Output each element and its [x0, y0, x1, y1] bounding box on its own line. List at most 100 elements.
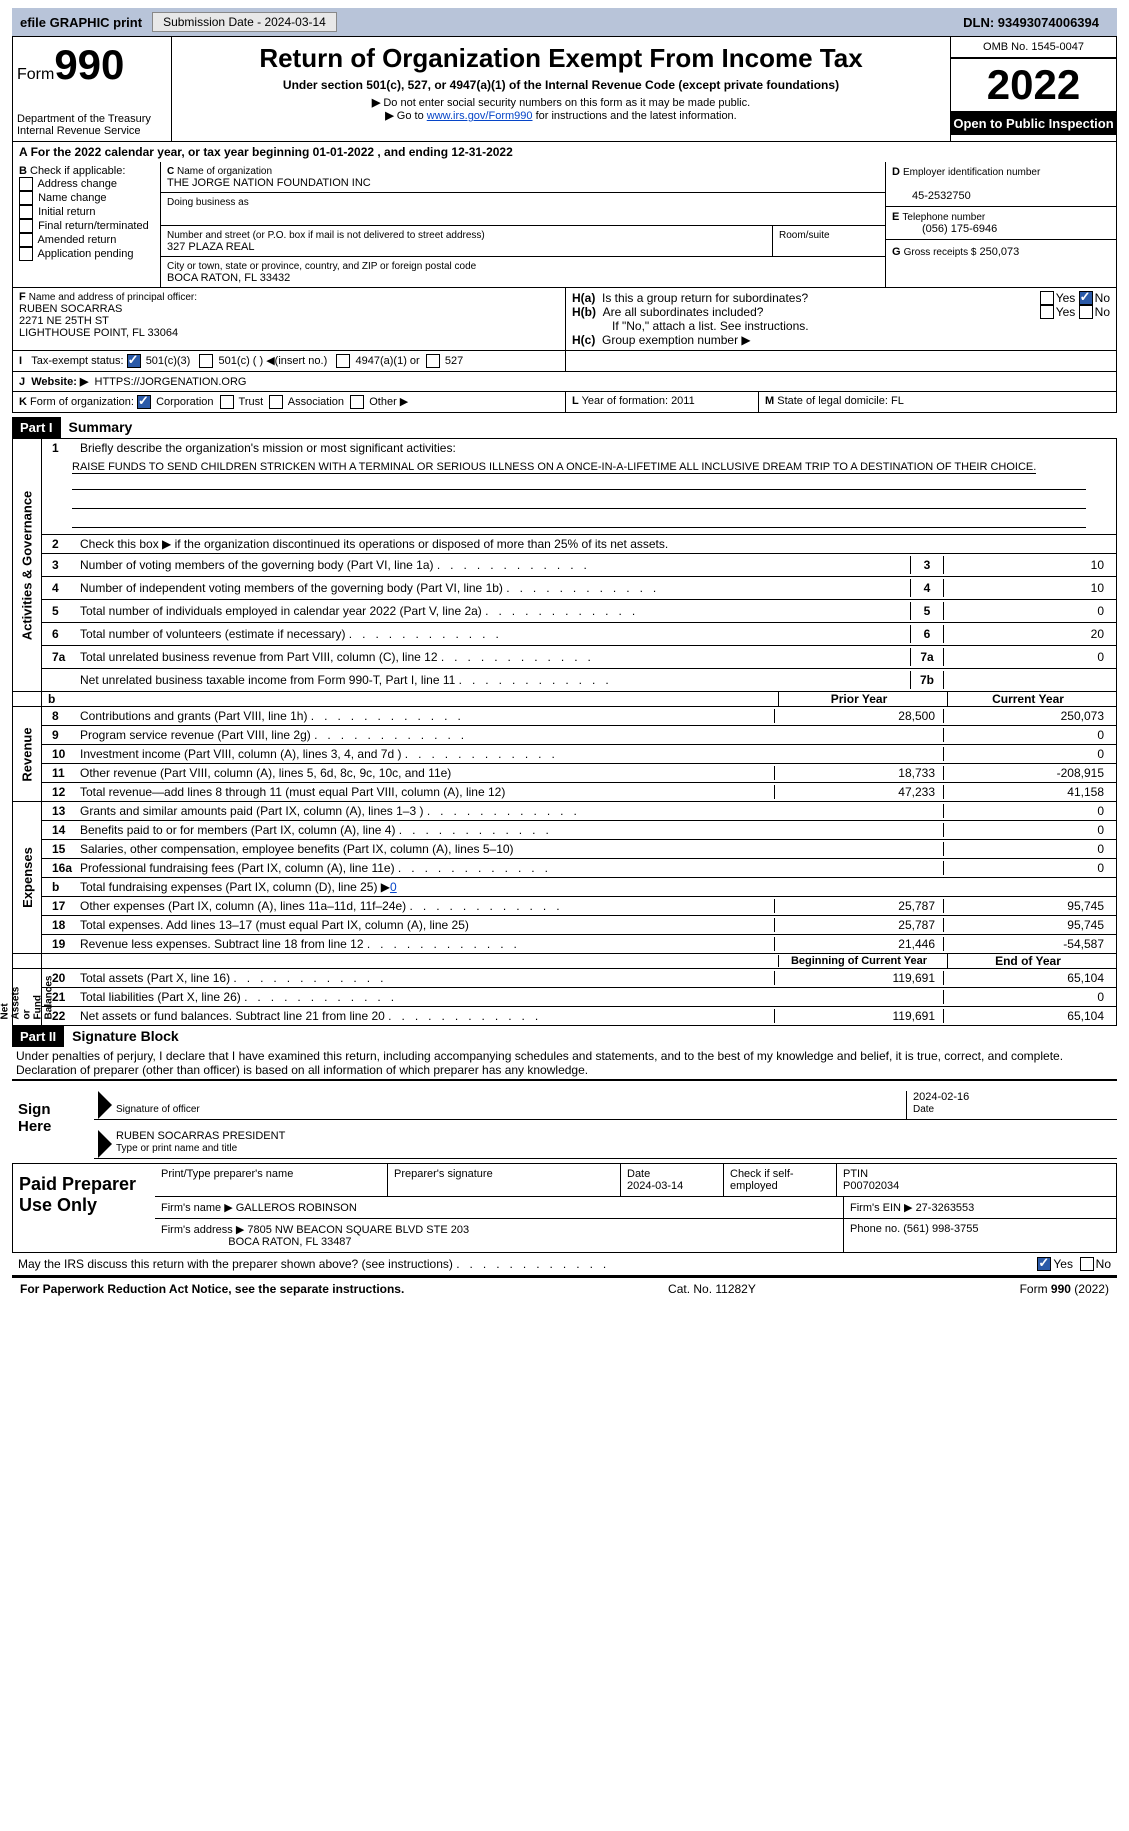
irs-yes-checkbox[interactable] [1037, 1257, 1051, 1271]
line12-label: Total revenue—add lines 8 through 11 (mu… [80, 785, 774, 799]
year-form-label: Year of formation: [582, 395, 668, 407]
line12-curr: 41,158 [943, 785, 1112, 799]
col-current: Current Year [947, 692, 1116, 706]
line16a-label: Professional fundraising fees (Part IX, … [80, 861, 774, 875]
hb-no-checkbox[interactable] [1079, 305, 1093, 319]
arrow-icon [98, 1091, 112, 1119]
ha-no-checkbox[interactable] [1079, 291, 1093, 305]
corp-checkbox[interactable] [137, 395, 151, 409]
line15-curr: 0 [943, 842, 1112, 856]
form-header: Form990 Department of the Treasury Inter… [12, 36, 1117, 142]
line14-label: Benefits paid to or for members (Part IX… [80, 823, 774, 837]
form-number: 990 [54, 41, 124, 88]
footer-mid: Cat. No. 11282Y [668, 1282, 756, 1296]
col-begin: Beginning of Current Year [778, 955, 947, 967]
irs-yes: Yes [1053, 1257, 1073, 1271]
name-change-checkbox[interactable] [19, 191, 33, 205]
line4-label: Number of independent voting members of … [80, 581, 910, 595]
sig-label: Signature of officer [116, 1104, 200, 1115]
line15-label: Salaries, other compensation, employee b… [80, 842, 774, 856]
line22-prior: 119,691 [774, 1009, 943, 1023]
line21-label: Total liabilities (Part X, line 26) [80, 990, 774, 1004]
omb-number: OMB No. 1545-0047 [951, 37, 1116, 58]
dept-text: Department of the Treasury Internal Reve… [17, 113, 167, 137]
website: HTTPS://JORGENATION.ORG [95, 376, 247, 388]
line10-label: Investment income (Part VIII, column (A)… [80, 747, 774, 761]
opt-pending: Application pending [37, 248, 133, 260]
line1-label: Briefly describe the organization's miss… [80, 441, 1112, 455]
gross-receipts: 250,073 [980, 246, 1020, 258]
4947-checkbox[interactable] [336, 354, 350, 368]
firm-ein: 27-3263553 [916, 1202, 975, 1214]
amended-checkbox[interactable] [19, 233, 33, 247]
firm-name-label: Firm's name ▶ [161, 1202, 233, 1214]
firm-ein-label: Firm's EIN ▶ [850, 1202, 913, 1214]
irs-discuss-q: May the IRS discuss this return with the… [18, 1257, 606, 1271]
ha-yes-checkbox[interactable] [1040, 291, 1054, 305]
501c-checkbox[interactable] [199, 354, 213, 368]
form-title: Return of Organization Exempt From Incom… [182, 43, 940, 74]
line11-prior: 18,733 [774, 766, 943, 780]
app-pending-checkbox[interactable] [19, 247, 33, 261]
firm-phone-label: Phone no. [850, 1223, 900, 1235]
officer-print-name: RUBEN SOCARRAS PRESIDENT [116, 1130, 285, 1142]
ptin-label: PTIN [843, 1168, 868, 1180]
section-b-label: Check if applicable: [30, 165, 125, 177]
line16b-label: Total fundraising expenses (Part IX, col… [80, 880, 390, 894]
line16b-val[interactable]: 0 [390, 880, 397, 894]
phone-label: Telephone number [902, 212, 985, 223]
sig-date-label: Date [913, 1104, 934, 1115]
other-checkbox[interactable] [350, 395, 364, 409]
part2-header: Part II [12, 1026, 64, 1047]
line7a-val: 0 [944, 650, 1112, 664]
paid-prep-label: Paid Preparer Use Only [13, 1164, 155, 1252]
line18-label: Total expenses. Add lines 13–17 (must eq… [80, 918, 774, 932]
hb-yes-checkbox[interactable] [1040, 305, 1054, 319]
arrow-icon [98, 1130, 112, 1158]
line13-curr: 0 [943, 804, 1112, 818]
prep-date: 2024-03-14 [627, 1180, 683, 1192]
tax-year: 2022 [951, 58, 1116, 112]
line7a-label: Total unrelated business revenue from Pa… [80, 650, 910, 664]
opt-corp: Corporation [156, 396, 213, 408]
501c3-checkbox[interactable] [127, 354, 141, 368]
form-word: Form [17, 66, 54, 83]
line11-curr: -208,915 [943, 766, 1112, 780]
ha-label: Is this a group return for subordinates? [602, 291, 1040, 305]
line18-prior: 25,787 [774, 918, 943, 932]
ein-label: Employer identification number [903, 167, 1040, 178]
side-activities: Activities & Governance [13, 439, 42, 691]
opt-4947: 4947(a)(1) or [356, 355, 420, 367]
irs-no-checkbox[interactable] [1080, 1257, 1094, 1271]
trust-checkbox[interactable] [220, 395, 234, 409]
org-name-label: Name of organization [177, 166, 272, 177]
assoc-checkbox[interactable] [269, 395, 283, 409]
irs-link[interactable]: www.irs.gov/Form990 [427, 110, 533, 122]
line3-label: Number of voting members of the governin… [80, 558, 910, 572]
527-checkbox[interactable] [426, 354, 440, 368]
section-a: For the 2022 calendar year, or tax year … [31, 145, 513, 159]
line7b-label: Net unrelated business taxable income fr… [80, 673, 910, 687]
side-revenue: Revenue [13, 707, 42, 801]
officer-name: RUBEN SOCARRAS [19, 303, 122, 315]
final-return-checkbox[interactable] [19, 219, 33, 233]
sign-here-label: Sign Here [12, 1081, 94, 1159]
tax-status-label: Tax-exempt status: [31, 355, 123, 367]
website-label: Website: ▶ [31, 376, 88, 388]
officer-label: Name and address of principal officer: [29, 292, 197, 303]
line16a-curr: 0 [943, 861, 1112, 875]
line17-prior: 25,787 [774, 899, 943, 913]
submission-date: Submission Date - 2024-03-14 [152, 12, 337, 32]
dba-label: Doing business as [167, 197, 249, 208]
line20-prior: 119,691 [774, 971, 943, 985]
line14-curr: 0 [943, 823, 1112, 837]
addr-change-checkbox[interactable] [19, 177, 33, 191]
form-org-label: Form of organization: [30, 396, 134, 408]
initial-return-checkbox[interactable] [19, 205, 33, 219]
opt-assoc: Association [288, 396, 344, 408]
firm-name: GALLEROS ROBINSON [236, 1202, 357, 1214]
line19-prior: 21,446 [774, 937, 943, 951]
line8-label: Contributions and grants (Part VIII, lin… [80, 709, 774, 723]
line5-val: 0 [944, 604, 1112, 618]
line17-curr: 95,745 [943, 899, 1112, 913]
